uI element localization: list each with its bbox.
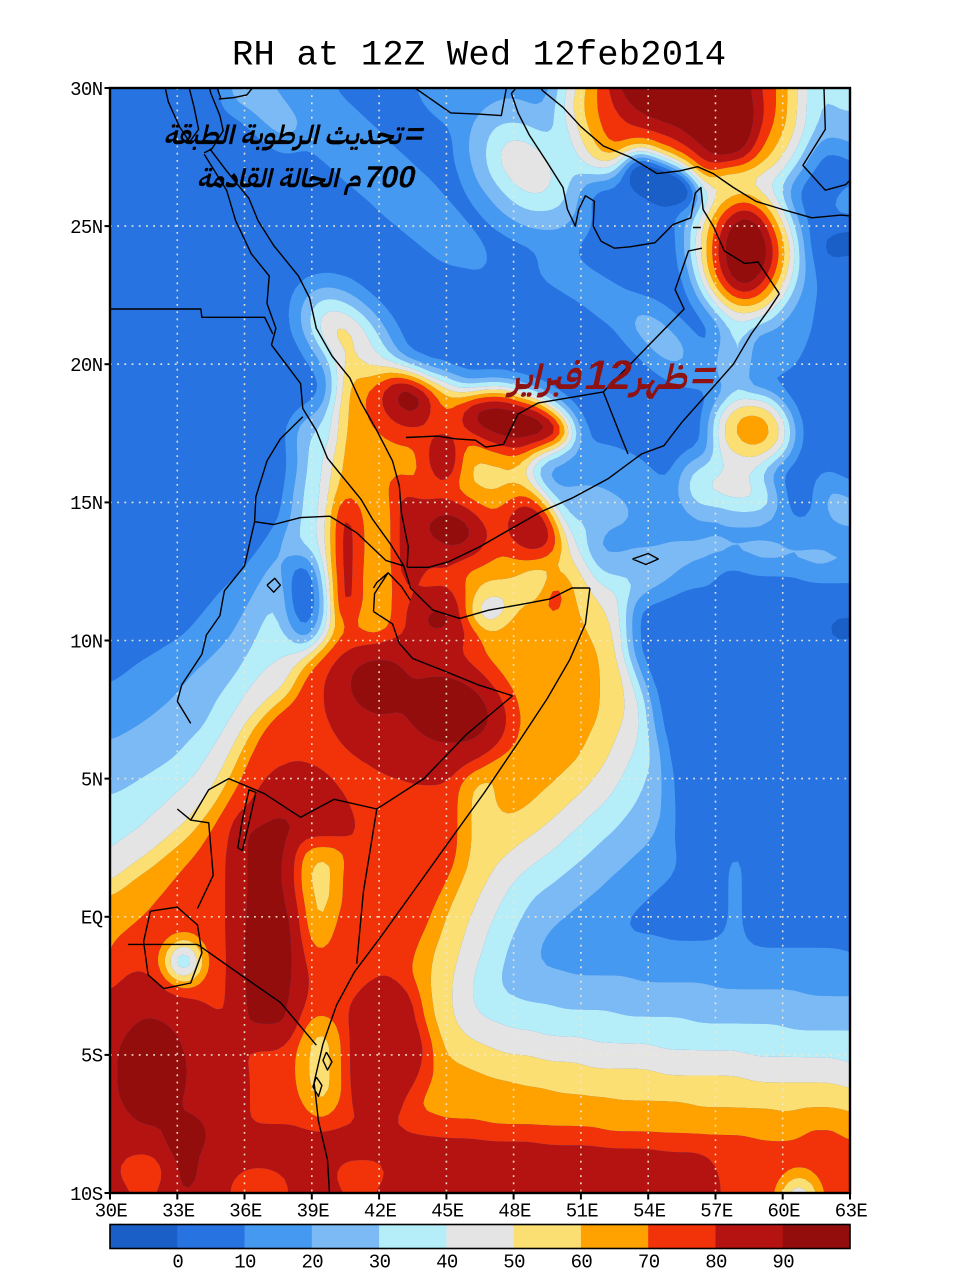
svg-text:40: 40: [436, 1252, 458, 1274]
svg-text:60E: 60E: [767, 1201, 800, 1223]
svg-text:10N: 10N: [70, 631, 102, 653]
svg-text:20N: 20N: [70, 355, 102, 377]
svg-text:42E: 42E: [364, 1201, 397, 1223]
svg-text:36E: 36E: [229, 1201, 262, 1223]
svg-text:RH at 12Z Wed 12feb2014: RH at 12Z Wed 12feb2014: [232, 35, 726, 76]
svg-text:51E: 51E: [566, 1201, 599, 1223]
svg-text:48E: 48E: [498, 1201, 531, 1223]
svg-text:20: 20: [301, 1252, 323, 1274]
svg-text:70: 70: [638, 1252, 660, 1274]
svg-text:54E: 54E: [633, 1201, 666, 1223]
svg-text:10: 10: [234, 1252, 256, 1274]
svg-text:63E: 63E: [835, 1201, 868, 1223]
svg-text:15N: 15N: [70, 493, 102, 515]
svg-text:45E: 45E: [431, 1201, 464, 1223]
svg-text:25N: 25N: [70, 217, 102, 239]
svg-text:10S: 10S: [70, 1184, 103, 1206]
svg-text:0: 0: [172, 1252, 183, 1274]
svg-text:30: 30: [369, 1252, 391, 1274]
svg-text:50: 50: [503, 1252, 525, 1274]
svg-text:60: 60: [571, 1252, 593, 1274]
svg-text:39E: 39E: [297, 1201, 330, 1223]
svg-text:5S: 5S: [81, 1046, 103, 1068]
svg-text:30N: 30N: [70, 79, 102, 101]
svg-text:EQ: EQ: [81, 908, 103, 930]
svg-text:57E: 57E: [700, 1201, 733, 1223]
svg-text:80: 80: [705, 1252, 727, 1274]
svg-text:5N: 5N: [81, 769, 103, 791]
svg-text:30E: 30E: [95, 1201, 128, 1223]
svg-text:33E: 33E: [162, 1201, 195, 1223]
svg-text:90: 90: [772, 1252, 794, 1274]
